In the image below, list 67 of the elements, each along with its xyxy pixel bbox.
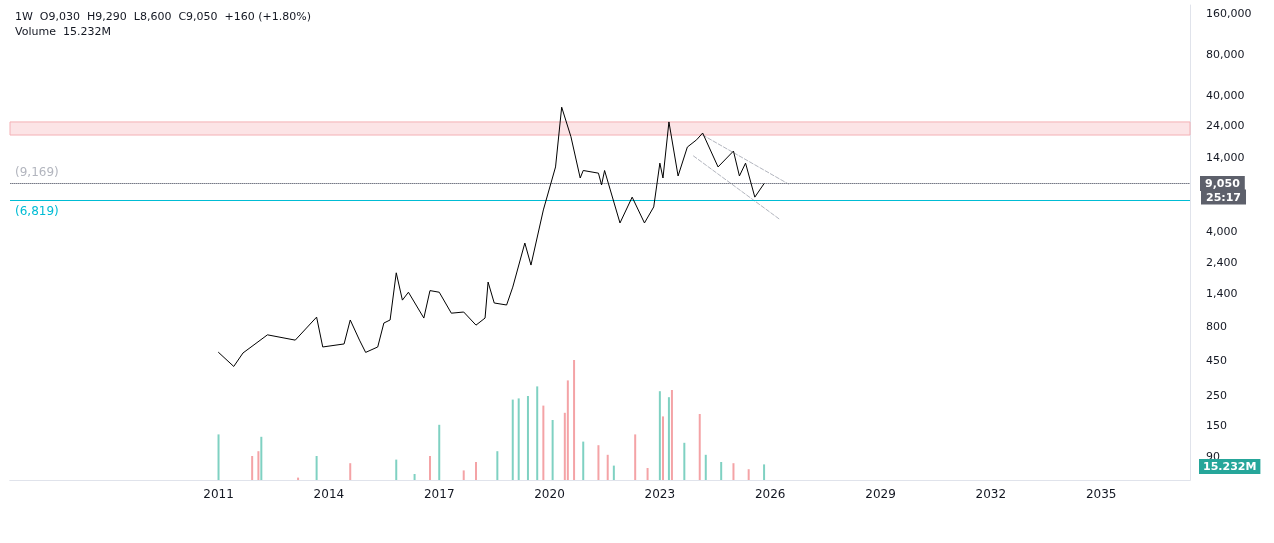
bar bbox=[634, 434, 637, 480]
bar bbox=[661, 416, 664, 480]
bar bbox=[670, 390, 673, 480]
bar bbox=[315, 456, 318, 480]
bar bbox=[646, 468, 649, 480]
bar bbox=[526, 396, 529, 480]
bar bbox=[597, 445, 600, 480]
text: 25:17 bbox=[1206, 190, 1242, 204]
bar bbox=[428, 456, 431, 480]
ref-line-label: (9,169) bbox=[15, 164, 59, 179]
y-tick-label: 150 bbox=[1206, 419, 1227, 433]
bar bbox=[573, 360, 576, 480]
y-tick-label: 40,000 bbox=[1206, 89, 1245, 103]
bar bbox=[747, 469, 750, 480]
line-series bbox=[218, 106, 765, 367]
ref-line-label: 9,050 bbox=[1205, 177, 1241, 191]
bar bbox=[462, 470, 465, 480]
bar bbox=[606, 454, 609, 480]
bar bbox=[536, 386, 539, 480]
bar bbox=[667, 397, 670, 480]
y-tick-label: 24,000 bbox=[1206, 119, 1245, 133]
bar bbox=[551, 420, 554, 480]
bar bbox=[349, 463, 352, 480]
bar bbox=[763, 464, 766, 480]
y-tick-label: 1,400 bbox=[1206, 287, 1238, 301]
bar bbox=[542, 405, 545, 480]
y-tick-label: 450 bbox=[1206, 354, 1227, 368]
text: 15.232M bbox=[1203, 460, 1257, 473]
x-tick-label: 2011 bbox=[203, 487, 234, 501]
x-tick-label: 2014 bbox=[313, 487, 345, 501]
bar bbox=[732, 463, 735, 480]
bar bbox=[582, 441, 585, 480]
bar bbox=[217, 434, 220, 480]
bar bbox=[658, 391, 661, 480]
y-tick-label: 160,000 bbox=[1206, 7, 1252, 21]
y-tick-label: 80,000 bbox=[1206, 48, 1245, 62]
x-tick-label: 2029 bbox=[865, 487, 896, 501]
bar bbox=[496, 451, 499, 480]
bar bbox=[704, 454, 707, 480]
bar bbox=[475, 462, 477, 480]
bar bbox=[395, 459, 398, 480]
y-tick-label: 2,400 bbox=[1206, 255, 1238, 269]
bar bbox=[251, 456, 254, 480]
y-tick-label: 800 bbox=[1206, 320, 1227, 334]
x-tick-label: 2032 bbox=[975, 487, 1007, 501]
bar bbox=[413, 474, 416, 480]
ref-line-label: (6,819) bbox=[15, 204, 59, 219]
x-tick-label: 2026 bbox=[754, 487, 786, 501]
bar bbox=[683, 442, 686, 480]
x-tick-label: 2035 bbox=[1085, 487, 1117, 501]
y-tick-label: 14,000 bbox=[1206, 151, 1245, 165]
y-tick-label: 4,000 bbox=[1206, 225, 1238, 239]
bar bbox=[511, 399, 514, 480]
bar bbox=[257, 451, 260, 480]
bar bbox=[438, 424, 441, 480]
bar bbox=[698, 414, 701, 480]
text: Volume 15.232M bbox=[15, 25, 111, 38]
bar bbox=[517, 398, 520, 480]
text: 1W O9,030 H9,290 L8,600 C9,050 +160 (+1.80%) bbox=[15, 10, 311, 23]
x-tick-label: 2023 bbox=[644, 487, 676, 501]
bar bbox=[720, 462, 723, 480]
bar bbox=[260, 436, 263, 480]
x-tick-label: 2020 bbox=[534, 487, 565, 501]
bar bbox=[566, 380, 569, 480]
bar bbox=[612, 465, 615, 480]
x-tick-label: 2017 bbox=[423, 487, 455, 501]
y-tick-label: 250 bbox=[1206, 389, 1227, 403]
